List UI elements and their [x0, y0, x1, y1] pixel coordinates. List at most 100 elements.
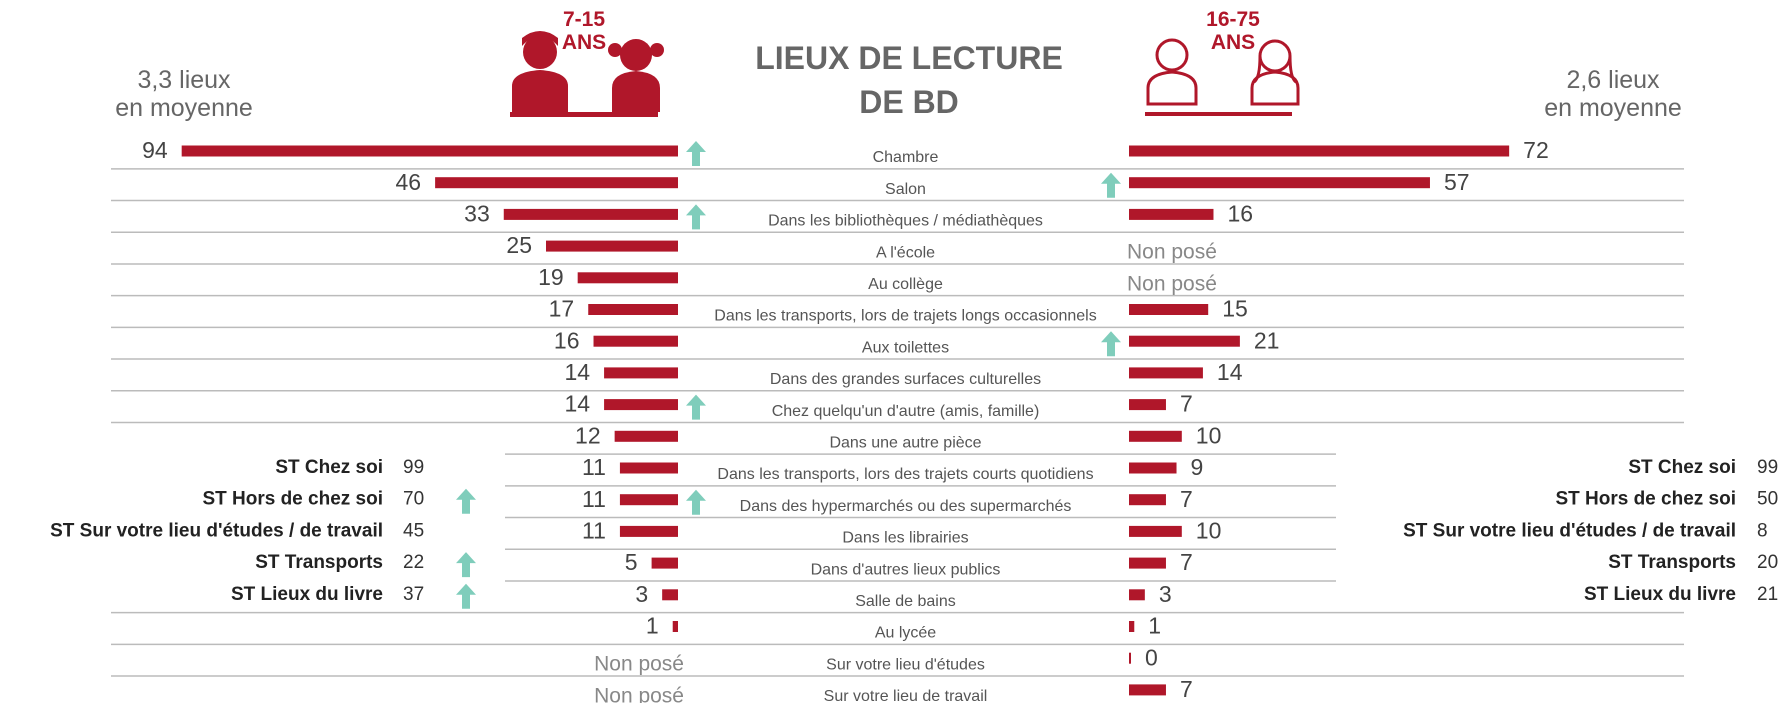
arrow [1101, 331, 1121, 356]
category-label: A l'école [876, 244, 935, 261]
category-label: Au collège [868, 276, 943, 293]
bar [620, 494, 678, 505]
bar [1129, 146, 1509, 157]
value-label: Non posé [594, 684, 684, 703]
series-name: 7-15 ANS [549, 8, 619, 54]
bar [1129, 684, 1166, 695]
category-label: Chez quelqu'un d'autre (amis, famille) [772, 403, 1040, 420]
bar [504, 209, 678, 220]
value-label: 9 [1191, 454, 1204, 480]
subtotal-label: ST Lieux du livre [231, 584, 383, 605]
subtotal-label: ST Sur votre lieu d'études / de travail [1403, 520, 1736, 541]
bar [652, 558, 678, 569]
subtotal-label: ST Chez soi [275, 457, 383, 478]
bar [546, 241, 678, 252]
bar [435, 177, 678, 188]
value-label: 16 [1227, 200, 1253, 226]
bar [662, 589, 678, 600]
subtotal-label: ST Hors de chez soi [1555, 489, 1736, 510]
bar [1129, 209, 1213, 220]
bar [1129, 177, 1430, 188]
value-label: Non posé [594, 653, 684, 676]
value-label: 3 [635, 581, 648, 607]
value-label: 94 [142, 137, 168, 163]
arrow [456, 552, 476, 577]
value-label: 5 [625, 549, 638, 575]
category-label: Dans les transports, lors des trajets co… [717, 466, 1093, 483]
subtotal-value: 99 [1757, 457, 1778, 478]
average-label: 2,6 lieux en moyenne [1513, 66, 1713, 122]
average-label: 3,3 lieux en moyenne [84, 66, 284, 122]
value-label: 7 [1180, 549, 1193, 575]
value-label: 25 [506, 232, 532, 258]
bar [1129, 653, 1131, 664]
bar [588, 304, 678, 315]
series-name: 16-75 ANS [1198, 8, 1268, 54]
bar [182, 146, 678, 157]
average-line: en moyenne [84, 94, 284, 122]
subtotal-label: ST Chez soi [1628, 457, 1736, 478]
category-label: Salle de bains [855, 593, 956, 610]
bar [604, 399, 678, 410]
subtotal-value: 99 [403, 457, 424, 478]
value-label: 11 [582, 454, 606, 480]
bar [1129, 589, 1145, 600]
bar [1129, 304, 1208, 315]
value-label: 10 [1196, 517, 1222, 543]
value-label: Non posé [1127, 272, 1217, 295]
chart-title: LIEUX DE LECTURE DE BD [754, 36, 1064, 124]
value-label: 46 [396, 169, 422, 195]
value-label: 11 [582, 517, 606, 543]
bar [1129, 463, 1177, 474]
average-line: en moyenne [1513, 94, 1713, 122]
arrow [686, 395, 706, 420]
value-label: 7 [1180, 486, 1193, 512]
value-label: 14 [564, 391, 590, 417]
subtotal-value: 45 [403, 520, 424, 541]
bar [594, 336, 678, 347]
value-label: 72 [1523, 137, 1549, 163]
bar [1129, 526, 1182, 537]
value-label: 17 [549, 296, 575, 322]
arrow [456, 584, 476, 609]
category-label: Chambre [873, 149, 939, 166]
arrow [686, 204, 706, 229]
bar [1129, 399, 1166, 410]
bar [620, 463, 678, 474]
category-label: Dans les transports, lors de trajets lon… [714, 308, 1096, 325]
category-label: Dans les bibliothèques / médiathèques [768, 213, 1043, 230]
subtotal-value: 22 [403, 552, 424, 573]
category-label: Dans des hypermarchés ou des supermarché… [740, 498, 1072, 515]
average-line: 2,6 lieux [1513, 66, 1713, 94]
bar [1129, 367, 1203, 378]
arrow [686, 141, 706, 166]
bar [1129, 494, 1166, 505]
category-label: Dans des grandes surfaces culturelles [770, 371, 1041, 388]
category-label: Aux toilettes [862, 339, 949, 356]
value-label: 10 [1196, 422, 1222, 448]
value-label: 1 [646, 613, 659, 639]
category-label: Dans les librairies [842, 530, 968, 547]
bar [1129, 336, 1240, 347]
arrow [1101, 173, 1121, 198]
page: Chambre 94 72 Salon 46 5 7 Dans les bibliothèqu… [0, 0, 1781, 703]
bar [615, 431, 678, 442]
bar [673, 621, 678, 632]
subtotal-label: ST Transports [255, 552, 383, 573]
value-label: 1 [1148, 613, 1161, 639]
value-label: 19 [538, 264, 564, 290]
value-label: 7 [1180, 391, 1193, 417]
category-label: Sur votre lieu de travail [824, 688, 988, 703]
subtotal-value: 37 [403, 584, 424, 605]
subtotal-label: ST Sur votre lieu d'études / de travail [50, 520, 383, 541]
category-label: Sur votre lieu d'études [826, 656, 985, 673]
value-label: 16 [554, 327, 580, 353]
bar [620, 526, 678, 537]
subtotal-value: 21 [1757, 584, 1778, 605]
value-label: 21 [1254, 327, 1280, 353]
value-label: 14 [1217, 359, 1243, 385]
category-label: Salon [885, 181, 926, 198]
value-label: Non posé [1127, 241, 1217, 264]
subtotal-value: 70 [403, 489, 424, 510]
bar [1129, 431, 1182, 442]
